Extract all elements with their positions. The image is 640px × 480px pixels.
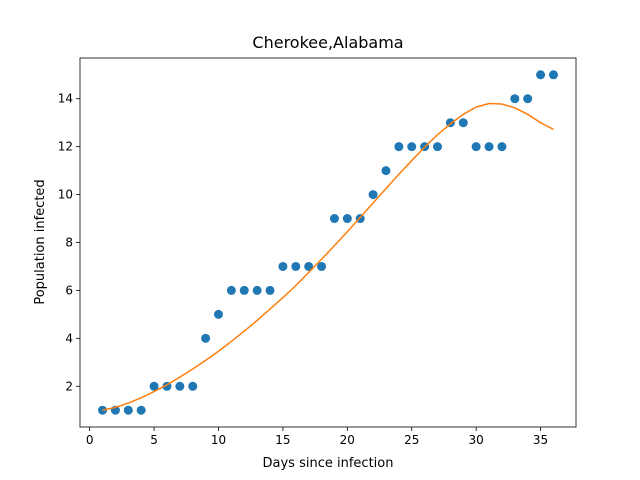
data-point	[381, 166, 391, 176]
x-tick-label: 20	[340, 433, 355, 447]
x-tick-label: 5	[150, 433, 158, 447]
x-tick-label: 25	[404, 433, 419, 447]
data-point	[433, 142, 443, 152]
data-point	[536, 70, 546, 80]
data-point	[265, 285, 275, 295]
data-point	[201, 333, 211, 343]
y-tick-label: 6	[65, 283, 73, 297]
data-point	[239, 285, 249, 295]
data-point	[471, 142, 481, 152]
data-point	[175, 381, 185, 391]
data-point	[252, 285, 262, 295]
x-tick-label: 10	[211, 433, 226, 447]
data-point	[548, 70, 558, 80]
y-tick-label: 10	[58, 188, 73, 202]
data-point	[226, 285, 236, 295]
data-point	[484, 142, 494, 152]
data-point	[317, 261, 327, 271]
x-axis-label: Days since infection	[263, 456, 394, 471]
data-point	[149, 381, 159, 391]
data-point	[458, 118, 468, 128]
data-point	[278, 261, 288, 271]
y-tick-label: 2	[65, 379, 73, 393]
x-tick-label: 0	[86, 433, 94, 447]
data-point	[304, 261, 314, 271]
y-tick-label: 14	[58, 92, 73, 106]
data-point	[291, 261, 301, 271]
data-point	[123, 405, 133, 415]
chart-title: Cherokee,Alabama	[252, 33, 403, 52]
x-tick-label: 15	[275, 433, 290, 447]
data-point	[510, 94, 520, 104]
data-point	[407, 142, 417, 152]
y-tick-label: 12	[58, 140, 73, 154]
data-point	[329, 214, 339, 224]
data-point	[368, 190, 378, 200]
data-point	[394, 142, 404, 152]
y-axis-label: Population infected	[33, 179, 48, 304]
fit-line	[102, 102, 554, 411]
data-point	[136, 405, 146, 415]
axes: 0 5 10 15 20 25 30 35 2 4 6 8 10 12 14	[58, 57, 577, 447]
y-tick-label: 4	[65, 331, 73, 345]
data-point	[213, 309, 223, 319]
data-point	[342, 214, 352, 224]
data-point	[188, 381, 198, 391]
plot-area	[98, 70, 558, 415]
x-tick-label: 35	[533, 433, 548, 447]
x-tick-label: 30	[469, 433, 484, 447]
data-point	[497, 142, 507, 152]
y-tick-label: 8	[65, 236, 73, 250]
data-point	[523, 94, 533, 104]
